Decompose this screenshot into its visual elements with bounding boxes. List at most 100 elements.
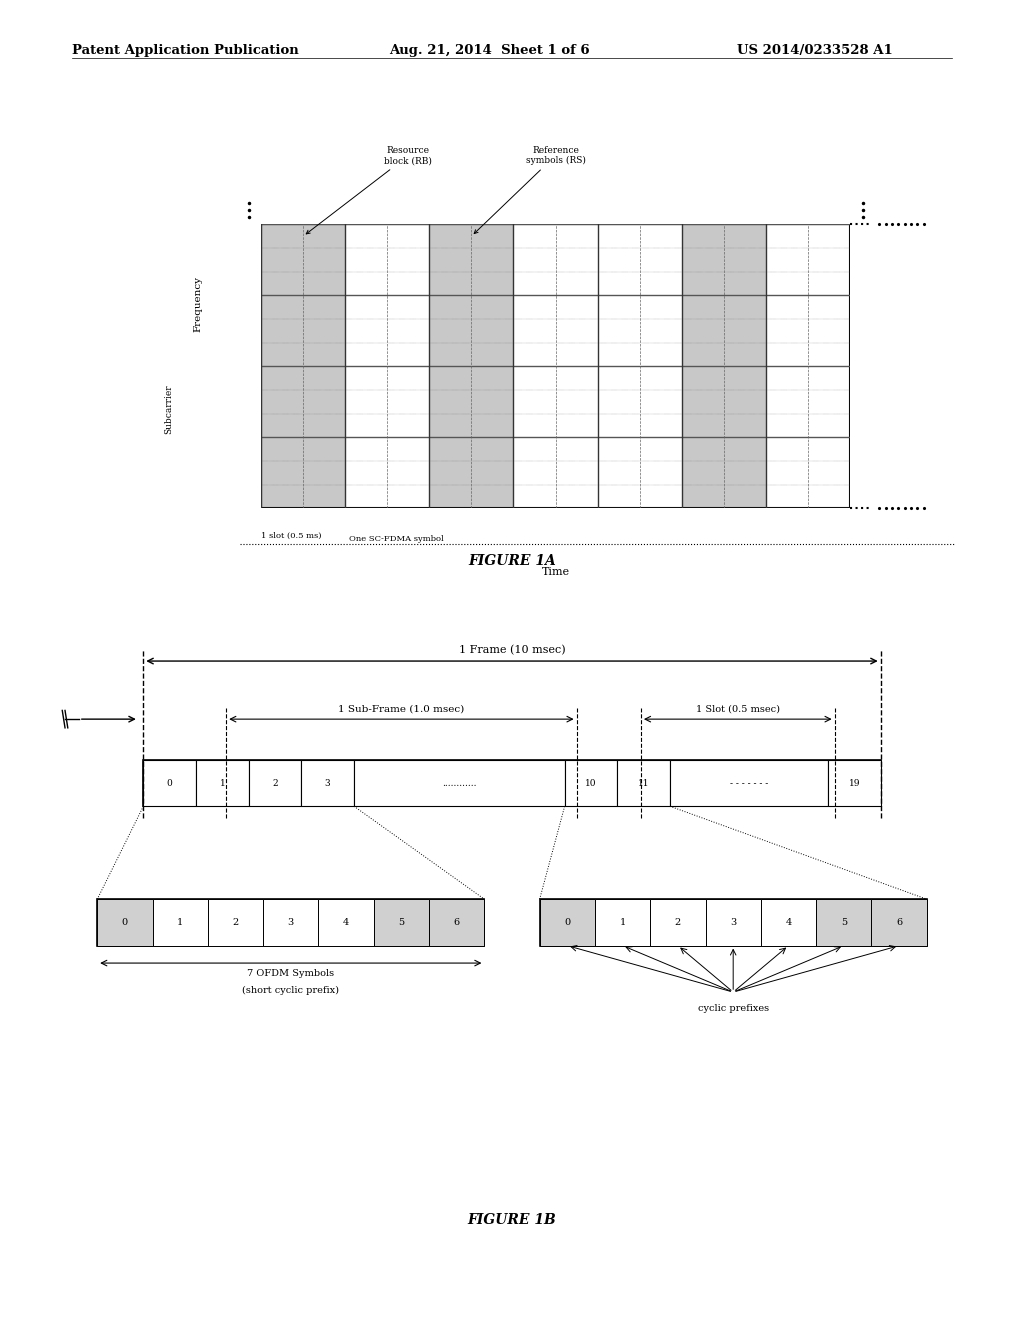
Bar xyxy=(682,224,724,248)
Bar xyxy=(303,296,345,319)
Bar xyxy=(303,343,345,367)
Bar xyxy=(808,367,850,389)
Bar xyxy=(555,224,598,248)
Bar xyxy=(540,899,927,945)
Bar xyxy=(808,437,850,461)
Bar xyxy=(261,224,303,248)
Bar xyxy=(598,319,640,343)
Bar xyxy=(471,248,513,272)
Bar xyxy=(808,272,850,296)
Bar xyxy=(724,484,766,508)
Bar xyxy=(345,272,387,296)
Text: 6: 6 xyxy=(896,917,902,927)
Bar xyxy=(471,437,513,461)
Bar xyxy=(724,413,766,437)
Bar xyxy=(471,367,513,389)
Bar xyxy=(387,248,429,272)
Bar xyxy=(555,367,598,389)
Text: 3: 3 xyxy=(730,917,736,927)
Bar xyxy=(513,224,555,248)
Bar xyxy=(471,343,513,367)
Bar xyxy=(261,343,303,367)
Text: 2: 2 xyxy=(675,917,681,927)
Bar xyxy=(429,899,484,945)
Text: 4: 4 xyxy=(343,917,349,927)
Text: One SC-FDMA symbol: One SC-FDMA symbol xyxy=(349,535,444,543)
Bar xyxy=(261,437,303,461)
Bar xyxy=(471,272,513,296)
Bar xyxy=(766,389,808,413)
Bar xyxy=(724,296,766,319)
Bar xyxy=(345,296,387,319)
Bar xyxy=(808,413,850,437)
Bar xyxy=(555,319,598,343)
Bar xyxy=(429,389,471,413)
Text: (short cyclic prefix): (short cyclic prefix) xyxy=(243,986,339,995)
Text: Frequency: Frequency xyxy=(194,276,203,331)
Bar xyxy=(345,389,387,413)
Bar xyxy=(345,437,387,461)
Bar xyxy=(513,389,555,413)
Text: 10: 10 xyxy=(586,779,597,788)
Bar xyxy=(249,760,301,807)
Bar xyxy=(598,248,640,272)
Text: 5: 5 xyxy=(398,917,404,927)
Bar xyxy=(640,224,682,248)
Bar xyxy=(598,413,640,437)
Text: 2: 2 xyxy=(232,917,239,927)
Bar xyxy=(303,484,345,508)
Bar xyxy=(143,760,196,807)
Text: 0: 0 xyxy=(167,779,173,788)
Bar xyxy=(513,343,555,367)
Bar xyxy=(640,413,682,437)
Bar xyxy=(555,389,598,413)
Bar xyxy=(471,319,513,343)
Bar xyxy=(555,413,598,437)
Bar xyxy=(387,224,429,248)
Text: 6: 6 xyxy=(454,917,460,927)
Bar xyxy=(97,899,484,945)
Bar xyxy=(261,413,303,437)
Bar xyxy=(682,343,724,367)
Bar xyxy=(598,484,640,508)
Text: 1 Slot (0.5 msec): 1 Slot (0.5 msec) xyxy=(695,705,780,713)
Bar xyxy=(598,296,640,319)
Bar xyxy=(816,899,871,945)
Bar xyxy=(387,484,429,508)
Bar xyxy=(429,437,471,461)
Text: 1: 1 xyxy=(177,917,183,927)
Text: 0: 0 xyxy=(122,917,128,927)
Bar xyxy=(724,248,766,272)
Bar xyxy=(513,272,555,296)
Bar xyxy=(598,367,640,389)
Text: 0: 0 xyxy=(564,917,570,927)
Text: US 2014/0233528 A1: US 2014/0233528 A1 xyxy=(737,44,893,57)
Bar xyxy=(303,272,345,296)
Bar xyxy=(766,343,808,367)
Bar xyxy=(871,899,927,945)
Bar xyxy=(374,899,429,945)
Bar xyxy=(766,319,808,343)
Bar xyxy=(387,319,429,343)
Bar xyxy=(828,760,881,807)
Bar xyxy=(724,224,766,248)
Bar xyxy=(640,437,682,461)
Bar xyxy=(303,248,345,272)
Bar xyxy=(555,484,598,508)
Bar xyxy=(471,484,513,508)
Bar xyxy=(153,899,208,945)
Bar xyxy=(766,272,808,296)
Bar xyxy=(540,899,595,945)
Bar xyxy=(724,461,766,484)
Bar xyxy=(513,413,555,437)
Bar xyxy=(808,461,850,484)
Bar xyxy=(303,461,345,484)
Bar xyxy=(303,413,345,437)
Bar xyxy=(640,272,682,296)
Text: 3: 3 xyxy=(325,779,331,788)
Bar xyxy=(303,389,345,413)
Bar xyxy=(471,224,513,248)
Bar xyxy=(682,461,724,484)
Bar xyxy=(640,343,682,367)
Bar xyxy=(555,296,598,319)
